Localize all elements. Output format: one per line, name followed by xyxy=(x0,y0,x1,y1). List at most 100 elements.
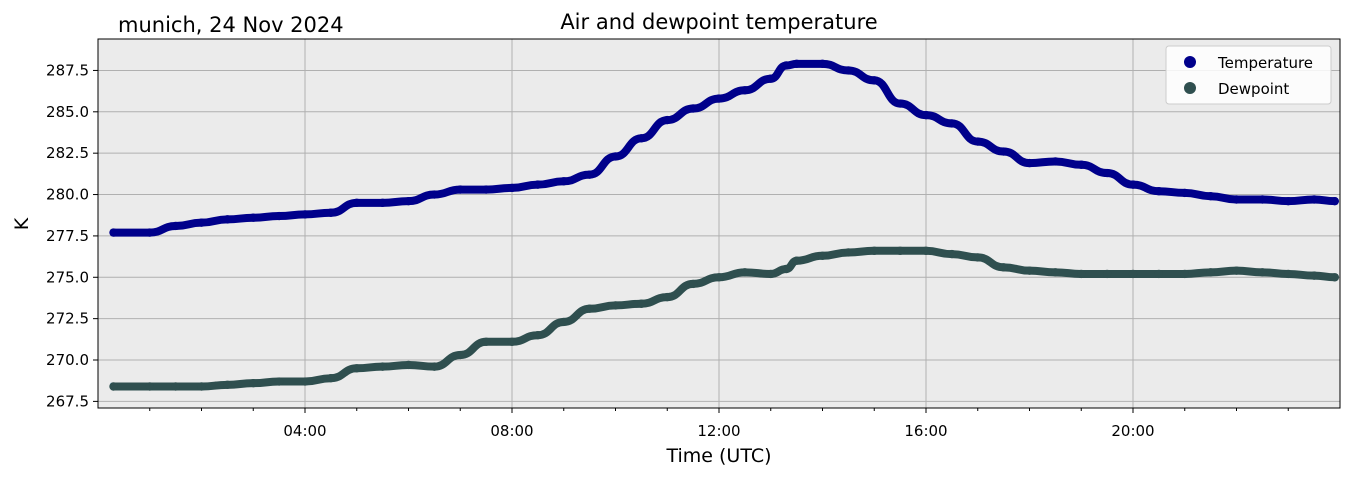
data-point-temperature xyxy=(844,66,853,75)
data-point-temperature xyxy=(895,99,905,108)
data-point-dewpoint xyxy=(973,253,982,262)
data-point-dewpoint xyxy=(740,268,750,277)
data-point-temperature xyxy=(223,215,232,224)
data-point-temperature xyxy=(663,115,672,125)
data-point-temperature xyxy=(766,74,775,83)
y-axis-title: K xyxy=(11,217,33,230)
data-point-temperature xyxy=(921,110,931,120)
data-point-dewpoint xyxy=(1128,269,1138,279)
data-point-temperature xyxy=(1077,160,1086,169)
data-point-dewpoint xyxy=(507,337,517,347)
legend-marker-temperature xyxy=(1184,56,1196,68)
data-point-dewpoint xyxy=(999,263,1008,272)
data-point-dewpoint xyxy=(352,364,361,373)
data-point-dewpoint xyxy=(1025,266,1034,275)
data-point-dewpoint xyxy=(197,382,206,391)
data-point-temperature xyxy=(404,196,413,206)
y-tick-label: 285.0 xyxy=(46,103,89,121)
data-point-dewpoint xyxy=(870,246,879,256)
data-point-dewpoint xyxy=(326,374,336,383)
legend-label-dewpoint: Dewpoint xyxy=(1218,80,1289,98)
data-point-temperature xyxy=(1330,196,1340,206)
y-tick-label: 272.5 xyxy=(46,310,89,328)
data-point-temperature xyxy=(1102,168,1112,178)
data-point-dewpoint xyxy=(1284,269,1293,279)
y-axis: 267.5 270.0 272.5 275.0 277.5 280.0 282.5 285.0… xyxy=(46,61,98,410)
data-point-temperature xyxy=(249,213,258,222)
data-point-dewpoint xyxy=(145,382,154,391)
data-point-temperature xyxy=(1258,195,1267,204)
data-point-dewpoint xyxy=(300,377,310,386)
data-point-dewpoint xyxy=(481,337,491,347)
data-point-temperature xyxy=(1309,195,1319,204)
x-tick-label: 12:00 xyxy=(697,422,740,440)
legend-marker-dewpoint xyxy=(1184,82,1196,94)
x-axis: 04:00 08:00 12:00 16:00 20:00 xyxy=(149,408,1289,440)
chart-title: Air and dewpoint temperature xyxy=(560,10,877,34)
data-point-dewpoint xyxy=(844,248,853,257)
y-tick-label: 267.5 xyxy=(46,392,89,410)
data-point-temperature xyxy=(1206,191,1215,201)
location-label: munich, 24 Nov 2024 xyxy=(118,13,344,37)
x-tick-label: 04:00 xyxy=(283,422,326,440)
data-point-temperature xyxy=(352,198,361,208)
data-point-temperature xyxy=(197,218,206,227)
data-point-temperature xyxy=(1025,158,1034,168)
data-point-temperature xyxy=(973,137,982,146)
data-point-temperature xyxy=(1180,188,1189,198)
data-point-temperature xyxy=(585,170,594,179)
data-point-temperature xyxy=(740,86,750,95)
data-point-temperature xyxy=(507,183,517,193)
data-point-dewpoint xyxy=(171,382,180,391)
data-point-temperature xyxy=(1232,195,1241,204)
data-point-temperature xyxy=(792,59,801,69)
data-point-temperature xyxy=(326,208,336,217)
x-axis-title: Time (UTC) xyxy=(665,445,771,467)
data-point-temperature xyxy=(559,177,568,186)
data-point-temperature xyxy=(782,61,791,70)
data-point-dewpoint xyxy=(714,273,724,282)
data-point-dewpoint xyxy=(585,304,594,313)
data-point-dewpoint xyxy=(1206,268,1215,277)
legend-box xyxy=(1165,45,1332,105)
data-point-temperature xyxy=(456,185,465,194)
data-point-temperature xyxy=(109,228,118,237)
data-point-temperature xyxy=(688,104,698,113)
data-point-dewpoint xyxy=(1309,271,1319,280)
y-tick-label: 282.5 xyxy=(46,144,89,162)
data-point-temperature xyxy=(430,190,439,199)
data-point-temperature xyxy=(274,211,284,221)
data-point-dewpoint xyxy=(637,299,646,308)
data-point-dewpoint xyxy=(430,362,439,371)
data-point-dewpoint xyxy=(766,269,775,279)
data-point-dewpoint xyxy=(1232,266,1241,275)
x-tick-label: 08:00 xyxy=(490,422,533,440)
y-tick-label: 270.0 xyxy=(46,351,89,369)
data-point-dewpoint xyxy=(456,350,465,360)
data-point-dewpoint xyxy=(274,377,284,386)
data-point-temperature xyxy=(611,152,620,161)
legend-label-temperature: Temperature xyxy=(1217,54,1313,72)
data-point-dewpoint xyxy=(1077,269,1086,279)
y-tick-label: 277.5 xyxy=(46,227,89,245)
data-point-dewpoint xyxy=(1154,269,1164,279)
data-point-dewpoint xyxy=(1180,269,1189,279)
series-layer xyxy=(109,59,1340,391)
data-point-dewpoint xyxy=(792,256,801,265)
data-point-temperature xyxy=(714,94,724,103)
data-point-dewpoint xyxy=(818,251,827,260)
data-point-dewpoint xyxy=(782,264,791,274)
data-point-dewpoint xyxy=(1330,273,1340,282)
data-point-temperature xyxy=(1051,157,1060,166)
data-point-dewpoint xyxy=(921,246,931,256)
data-point-dewpoint xyxy=(688,279,698,289)
data-point-dewpoint xyxy=(404,360,413,370)
data-point-temperature xyxy=(378,198,387,208)
data-point-temperature xyxy=(1284,196,1293,206)
data-point-dewpoint xyxy=(249,378,258,388)
data-point-temperature xyxy=(300,210,310,219)
data-point-temperature xyxy=(145,228,154,237)
data-point-dewpoint xyxy=(611,301,620,310)
data-point-temperature xyxy=(1128,180,1138,189)
